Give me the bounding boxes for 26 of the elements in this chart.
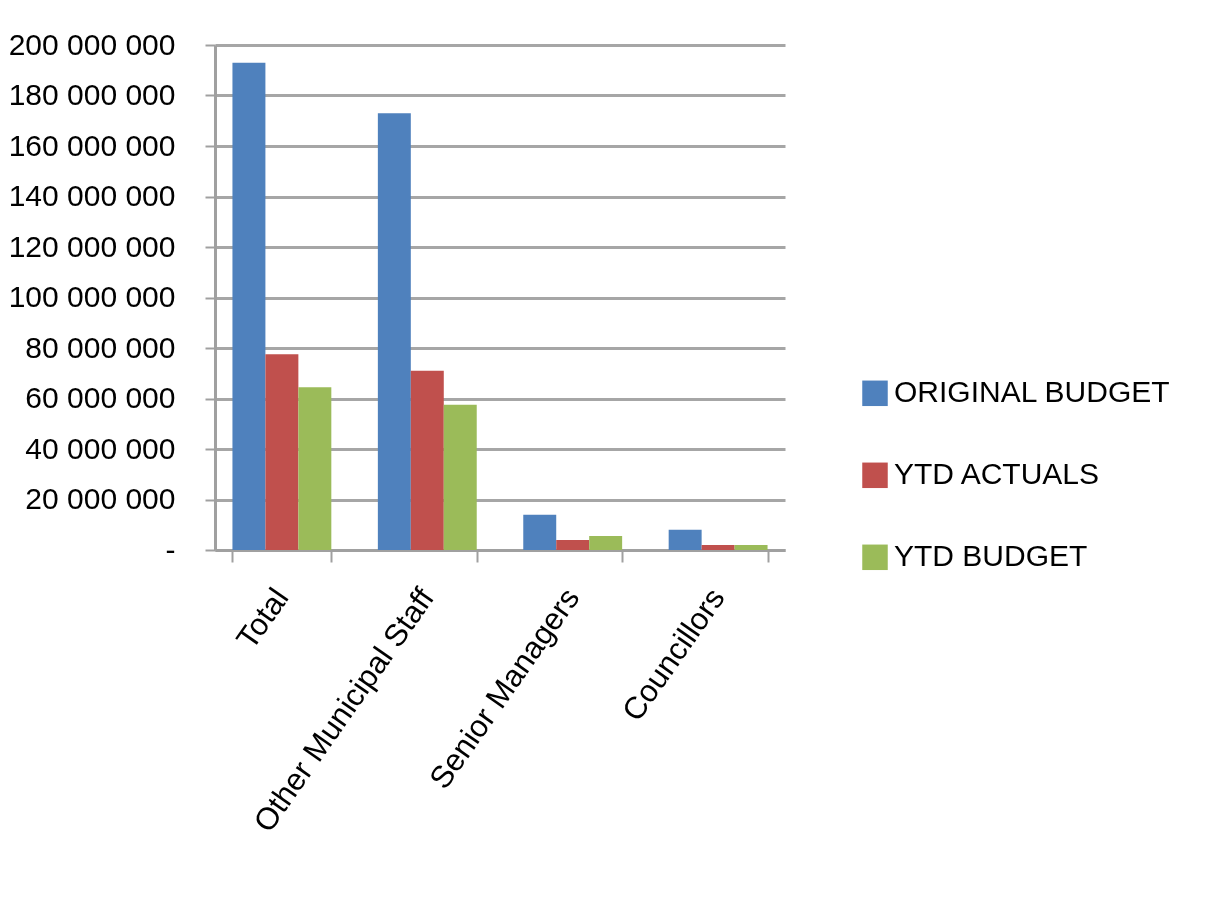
y-tick-label: 80 000 000: [25, 330, 176, 364]
y-tick-label: 180 000 000: [8, 78, 176, 111]
y-tick-label: 140 000 000: [8, 179, 176, 212]
bar: [523, 514, 557, 550]
bar: [443, 404, 477, 550]
bar: [556, 539, 590, 550]
y-tick-label: 100 000 000: [8, 280, 176, 313]
bar: [377, 113, 411, 550]
legend-label: YTD BUDGET: [894, 539, 1088, 573]
y-tick-label: 40 000 000: [25, 431, 176, 465]
y-tick-label: 120 000 000: [8, 229, 176, 263]
bar: [232, 62, 266, 550]
y-tick-label: 60 000 000: [25, 381, 176, 414]
legend-label: YTD ACTUALS: [894, 457, 1100, 491]
bar: [668, 529, 702, 550]
y-tick-label: 20 000 000: [25, 482, 176, 515]
bar: [734, 544, 768, 550]
legend-label: ORIGINAL BUDGET: [894, 375, 1170, 409]
bar: [701, 544, 735, 550]
bar: [298, 387, 332, 550]
y-tick-label: -: [165, 532, 176, 566]
bar: [265, 354, 299, 550]
bar: [589, 536, 623, 550]
y-tick-label: 160 000 000: [8, 128, 176, 162]
bar: [410, 370, 444, 550]
y-tick-label: 200 000 000: [8, 27, 176, 61]
